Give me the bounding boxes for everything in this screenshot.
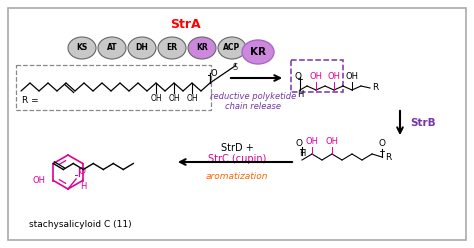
Text: aromatization: aromatization (206, 172, 268, 181)
Ellipse shape (242, 40, 274, 64)
Text: StrD +: StrD + (220, 143, 254, 153)
Text: O: O (295, 139, 302, 149)
Ellipse shape (158, 37, 186, 59)
Text: stachysalicyloid C (11): stachysalicyloid C (11) (29, 220, 131, 229)
Text: O: O (294, 72, 301, 81)
Text: DH: DH (136, 43, 148, 53)
Text: O: O (211, 68, 218, 77)
Text: KR: KR (250, 47, 266, 57)
Text: OH: OH (168, 94, 180, 103)
Ellipse shape (68, 37, 96, 59)
Ellipse shape (128, 37, 156, 59)
Ellipse shape (218, 37, 246, 59)
Text: OH: OH (346, 72, 358, 81)
Text: reductive polyketide
chain release: reductive polyketide chain release (210, 92, 296, 111)
Text: OH: OH (326, 137, 338, 146)
Text: OH: OH (32, 176, 46, 185)
Text: R: R (372, 84, 378, 93)
Text: StrA: StrA (170, 18, 201, 31)
Text: H: H (297, 90, 303, 99)
Text: ACP: ACP (223, 43, 241, 53)
Text: AT: AT (107, 43, 117, 53)
Text: OH: OH (306, 137, 319, 146)
Text: StrC (cupin): StrC (cupin) (208, 154, 266, 164)
Text: R: R (385, 153, 391, 161)
Text: S: S (232, 63, 237, 72)
Text: H: H (299, 149, 305, 157)
Text: H: H (80, 182, 86, 191)
Ellipse shape (98, 37, 126, 59)
Text: KR: KR (196, 43, 208, 53)
Text: O: O (379, 139, 385, 148)
Text: ER: ER (166, 43, 178, 53)
Bar (291, 60, 343, 92)
Text: OH: OH (150, 94, 162, 103)
Text: O: O (79, 167, 86, 176)
Ellipse shape (188, 37, 216, 59)
Text: KS: KS (76, 43, 88, 53)
Text: StrB: StrB (410, 118, 436, 128)
Text: OH: OH (328, 72, 340, 81)
Text: OH: OH (310, 72, 322, 81)
Bar (16, 65, 211, 110)
Text: OH: OH (186, 94, 198, 103)
Text: R =: R = (22, 96, 38, 105)
